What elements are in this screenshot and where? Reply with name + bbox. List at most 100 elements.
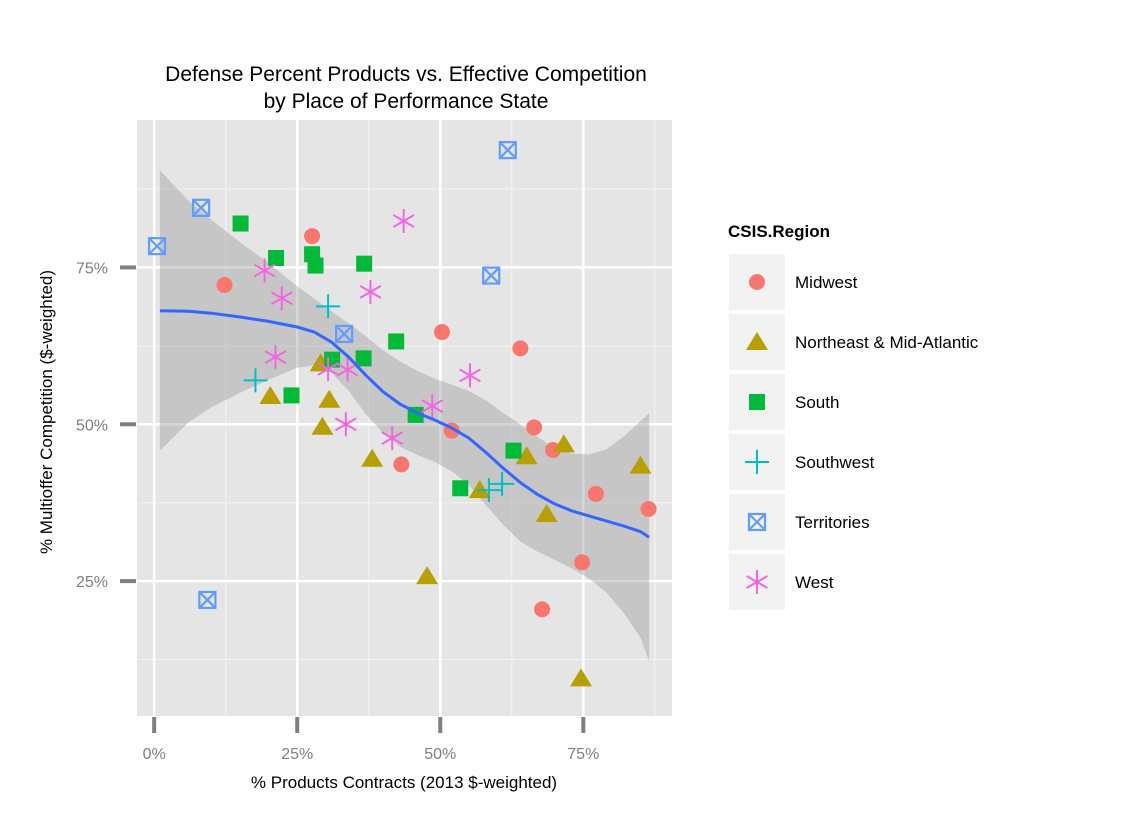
major-gridlines [137,120,672,716]
smooth-fit-line-layer [159,309,650,539]
data-point-asterisk-arm-2 [270,291,293,306]
smooth-fit-line [159,309,650,539]
data-point-square [355,350,372,367]
data-point-circle [574,554,591,571]
data-point-square-x-box [482,266,501,285]
data-point-square-x-d2 [192,199,210,217]
data-point-asterisk [334,412,357,437]
data-point-plus [476,478,501,503]
data-point-asterisk-arm-2 [334,417,357,432]
data-point-triangle [361,448,384,467]
chart-title-line-1: Defense Percent Products vs. Effective C… [165,63,647,86]
data-point-square-x [198,590,217,610]
y-tick-label: 75% [76,260,108,277]
data-point-asterisk [392,209,415,234]
y-axis-label: % Multioffer Competition ($-weighted) [37,270,56,554]
data-point-square-x-box [147,237,167,256]
data-point-square-x-box [191,198,211,217]
data-point-asterisk [459,363,481,388]
legend-items: Midwest Northeast & Mid-Atlantic South Sout… [729,254,979,610]
data-point-square [268,250,285,267]
data-point-square-x [498,141,517,160]
data-point-circle [640,500,657,517]
series-4 [147,141,517,610]
x-axis-label: % Products Contracts (2013 $-weighted) [251,773,557,792]
data-point-asterisk-arm-2 [421,399,444,413]
legend-key-asterisk-arm-2 [746,575,768,589]
legend-item: South [729,374,839,430]
data-point-square-x [147,237,167,256]
data-point-circle [304,228,321,245]
data-point-square-x [191,198,211,217]
data-point-circle [512,340,529,357]
data-point-asterisk-arm-2 [336,362,359,377]
data-point-circle [587,485,604,502]
data-points-layer [147,141,657,687]
data-point-circle [526,419,543,436]
data-point-asterisk-arm-2 [392,214,415,228]
data-point-square-x-box [198,590,217,610]
data-point-square-x-d2 [482,266,500,285]
data-point-square-x-box [498,141,517,160]
legend-label: Midwest [795,273,858,292]
legend-key-plus [745,450,769,474]
data-point-asterisk [264,345,287,370]
data-point-square [388,333,405,350]
data-point-square [307,257,324,274]
data-point-circle [534,601,551,618]
x-tick-label: 0% [143,746,166,763]
legend-key-square-x-box [747,512,767,532]
data-point-circle [393,456,410,473]
data-point-square [283,387,300,404]
data-point-square-x-d2 [499,141,517,159]
data-point-square [232,215,249,232]
legend-key-square-x-d2 [748,513,766,531]
data-point-triangle [552,434,575,453]
data-point-asterisk [381,426,404,451]
legend-label: South [795,393,839,412]
data-point-square-x-d2 [148,237,166,255]
y-tick-label: 25% [76,574,108,591]
legend-item: West [729,554,834,610]
data-point-asterisk-arm-2 [317,362,340,376]
data-point-asterisk-arm-2 [264,350,287,365]
y-tick-label: 50% [76,417,108,434]
data-point-asterisk-arm-2 [459,368,481,383]
data-point-square [356,255,373,272]
data-point-asterisk [359,279,382,304]
legend-item: Northeast & Mid-Atlantic [729,314,979,370]
data-point-triangle [416,566,439,585]
data-point-square [324,351,341,368]
data-point-asterisk-arm-2 [381,431,404,445]
data-point-plus [490,471,515,496]
data-point-triangle [259,386,282,405]
legend-item: Southwest [729,434,875,490]
legend-key-asterisk [746,570,768,594]
data-point-asterisk [317,357,340,382]
data-point-triangle [535,503,558,522]
data-point-asterisk [336,357,359,382]
axis-ticks [120,265,586,733]
legend-title: CSIS.Region [728,222,830,241]
data-point-triangle [570,668,593,687]
data-point-circle [216,276,233,293]
legend-label: Northeast & Mid-Atlantic [795,333,979,352]
data-point-plus [243,368,268,393]
x-tick-label: 50% [424,746,456,763]
legend-item: Midwest [729,254,858,310]
data-point-triangle [629,455,652,474]
data-point-asterisk-arm-2 [359,285,382,299]
legend-label: Southwest [795,453,875,472]
data-point-asterisk [270,286,293,311]
data-point-circle [433,324,450,341]
data-point-triangle [311,416,334,435]
legend-key-triangle [746,332,768,350]
x-tick-label: 25% [281,746,313,763]
data-point-asterisk [253,258,276,283]
legend-label: West [795,573,834,592]
legend-key-circle [749,274,765,290]
data-point-square-x-box [335,324,354,344]
series-3 [243,294,515,503]
data-point-triangle [515,446,538,465]
